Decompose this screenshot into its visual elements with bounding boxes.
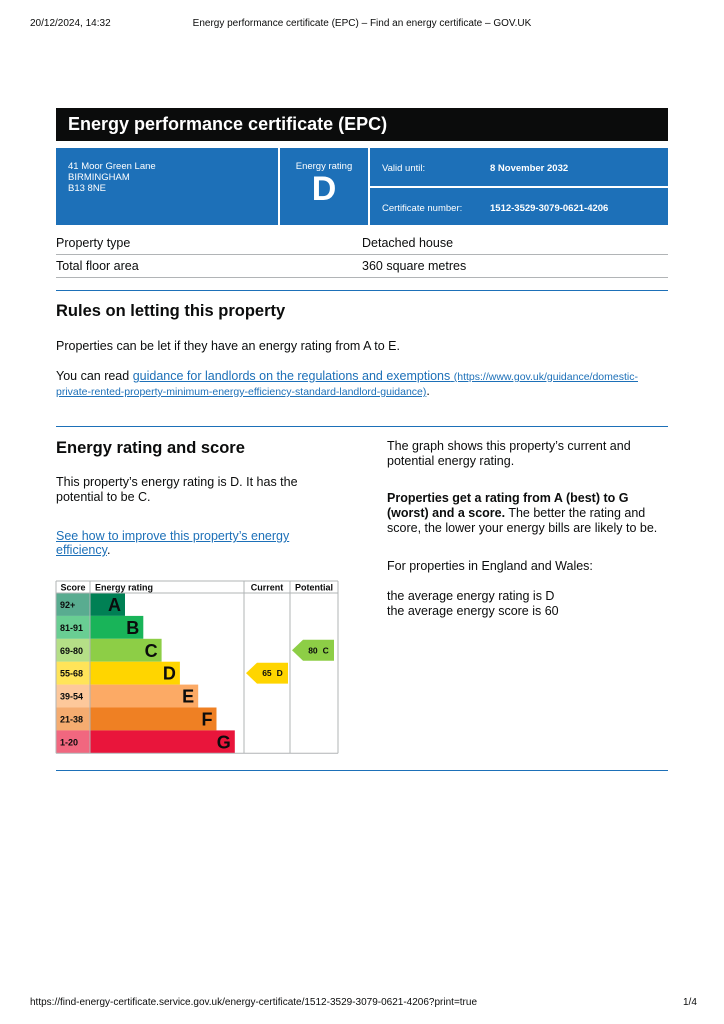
valid-value: 8 November 2032: [490, 163, 569, 174]
current-arrow: [246, 662, 288, 684]
print-datetime: 20/12/2024, 14:32: [30, 18, 111, 29]
band-score: 81-91: [60, 623, 83, 633]
band-bar: [90, 707, 217, 731]
score-cell: [56, 593, 90, 616]
current-letter: D: [277, 668, 283, 678]
address-line: B13 8NE: [68, 183, 107, 194]
band-score: 69-80: [60, 646, 83, 656]
band-letter: E: [182, 687, 194, 707]
score-cell: [56, 638, 90, 662]
rating-chart: Score Energy rating Current Potential 92+ A 81…: [55, 580, 339, 754]
paragraph: Properties can be let if they have an en…: [56, 339, 400, 353]
text: The better the rating and score, the low…: [387, 506, 658, 535]
current-score: 65: [262, 668, 272, 678]
page-title: Energy performance certificate (EPC): [56, 108, 668, 141]
band-letter: B: [126, 618, 139, 638]
text: .: [426, 384, 430, 398]
address-line: 41 Moor Green Lane: [68, 161, 156, 172]
paragraph: This property’s energy rating is D. It h…: [56, 475, 298, 504]
improve-link[interactable]: See how to improve this property’s energ…: [56, 529, 290, 557]
property-label: Property type: [56, 236, 131, 250]
address-line: BIRMINGHAM: [68, 172, 130, 183]
rating-letter: D: [311, 170, 337, 208]
potential-score: 80: [308, 645, 318, 655]
text: .: [106, 543, 111, 557]
paragraph: Properties get a rating from A (best) to…: [387, 491, 672, 536]
divider: [56, 277, 668, 278]
band-score: 21-38: [60, 714, 83, 724]
band-score: 55-68: [60, 669, 83, 679]
score-cell: [56, 730, 90, 754]
chart-header: Score: [60, 583, 85, 593]
chart-header: Current: [251, 583, 284, 593]
band-bar: [90, 730, 235, 754]
valid-box: Valid until: 8 November 2032: [370, 148, 668, 186]
property-label: Total floor area: [56, 259, 139, 273]
paragraph: The graph shows this property’s current …: [387, 439, 631, 468]
band-letter: G: [217, 732, 231, 752]
score-cell: [56, 684, 90, 708]
band-bar: [90, 615, 144, 639]
band-bar: [90, 638, 162, 662]
band-score: 39-54: [60, 692, 83, 702]
section-heading: Energy rating and score: [56, 439, 245, 457]
section-rule: [56, 770, 668, 771]
text: You can read: [56, 369, 133, 383]
score-cell: [56, 707, 90, 731]
text: the average energy score is 60: [387, 604, 559, 618]
score-cell: [56, 615, 90, 639]
potential-label: 80 C: [308, 645, 329, 655]
rating-label: Energy rating: [295, 161, 353, 172]
band-score: 1-20: [60, 737, 78, 747]
bold-text: Properties get a rating from A (best) to…: [387, 491, 629, 520]
band-letter: C: [145, 641, 158, 661]
band-letter: F: [202, 709, 213, 729]
section-rule: [56, 426, 668, 427]
guidance-link[interactable]: guidance for landlords on the regulation…: [56, 369, 638, 398]
current-label: 65 D: [262, 668, 283, 678]
valid-label: Valid until:: [382, 163, 426, 174]
paragraph: For properties in England and Wales:: [387, 559, 593, 573]
band-bar: [90, 593, 125, 616]
cert-box: Certificate number: 1512-3529-3079-0621-…: [370, 188, 668, 225]
band-letter: D: [163, 664, 176, 684]
section-rule: [56, 290, 668, 291]
print-url: https://find-energy-certificate.service.…: [30, 997, 478, 1008]
print-page: 1/4: [683, 997, 697, 1008]
chart-header: Potential: [295, 583, 333, 593]
cert-label: Certificate number:: [382, 203, 463, 214]
divider: [56, 254, 668, 255]
link-text[interactable]: guidance for landlords on the regulation…: [132, 369, 451, 383]
potential-letter: C: [323, 645, 329, 655]
print-title: Energy performance certificate (EPC) – F…: [192, 18, 532, 29]
score-cell: [56, 661, 90, 685]
link-url[interactable]: (https://www.gov.uk/guidance/domestic-pr…: [56, 371, 638, 398]
cert-value: 1512-3529-3079-0621-4206: [490, 203, 609, 214]
paragraph: See how to improve this property’s energ…: [56, 529, 306, 557]
band-letter: A: [108, 595, 121, 615]
text: the average energy rating is D: [387, 589, 555, 603]
chart-header: Energy rating: [95, 583, 153, 593]
paragraph: You can read guidance for landlords on t…: [56, 369, 656, 399]
potential-arrow: [292, 639, 334, 661]
rating-box: Energy rating D: [280, 148, 368, 225]
property-value: Detached house: [362, 236, 454, 250]
band-bar: [90, 661, 180, 685]
section-heading: Rules on letting this property: [56, 302, 286, 320]
band-score: 92+: [60, 600, 75, 610]
address: 41 Moor Green Lane BIRMINGHAM B13 8NE: [56, 148, 278, 225]
property-value: 360 square metres: [362, 259, 467, 273]
band-bar: [90, 684, 199, 708]
